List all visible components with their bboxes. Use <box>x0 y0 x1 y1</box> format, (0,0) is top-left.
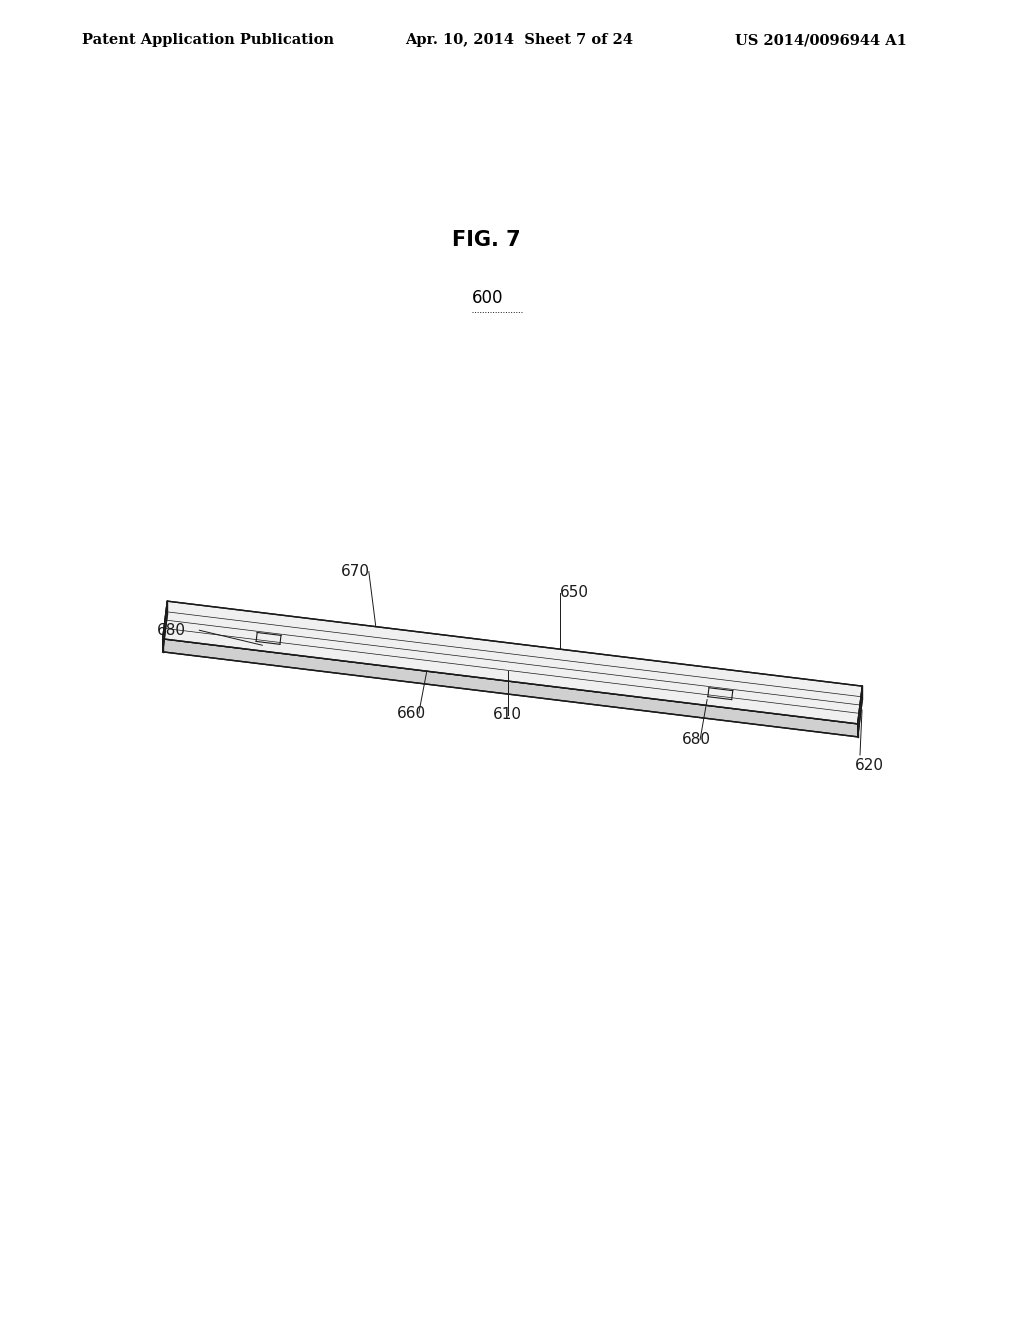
Text: Patent Application Publication: Patent Application Publication <box>82 33 334 48</box>
Text: 620: 620 <box>855 758 884 772</box>
Text: Apr. 10, 2014  Sheet 7 of 24: Apr. 10, 2014 Sheet 7 of 24 <box>406 33 633 48</box>
Polygon shape <box>858 686 862 737</box>
Polygon shape <box>163 601 862 723</box>
Text: 600: 600 <box>472 289 504 308</box>
Polygon shape <box>163 601 167 652</box>
Polygon shape <box>163 639 858 737</box>
Text: US 2014/0096944 A1: US 2014/0096944 A1 <box>735 33 907 48</box>
Text: 670: 670 <box>341 564 370 579</box>
Text: 610: 610 <box>493 708 521 722</box>
Text: FIG. 7: FIG. 7 <box>452 230 520 249</box>
Text: 680: 680 <box>158 623 186 638</box>
Text: 680: 680 <box>682 733 711 747</box>
Text: 660: 660 <box>396 706 426 721</box>
Text: 650: 650 <box>559 585 589 601</box>
